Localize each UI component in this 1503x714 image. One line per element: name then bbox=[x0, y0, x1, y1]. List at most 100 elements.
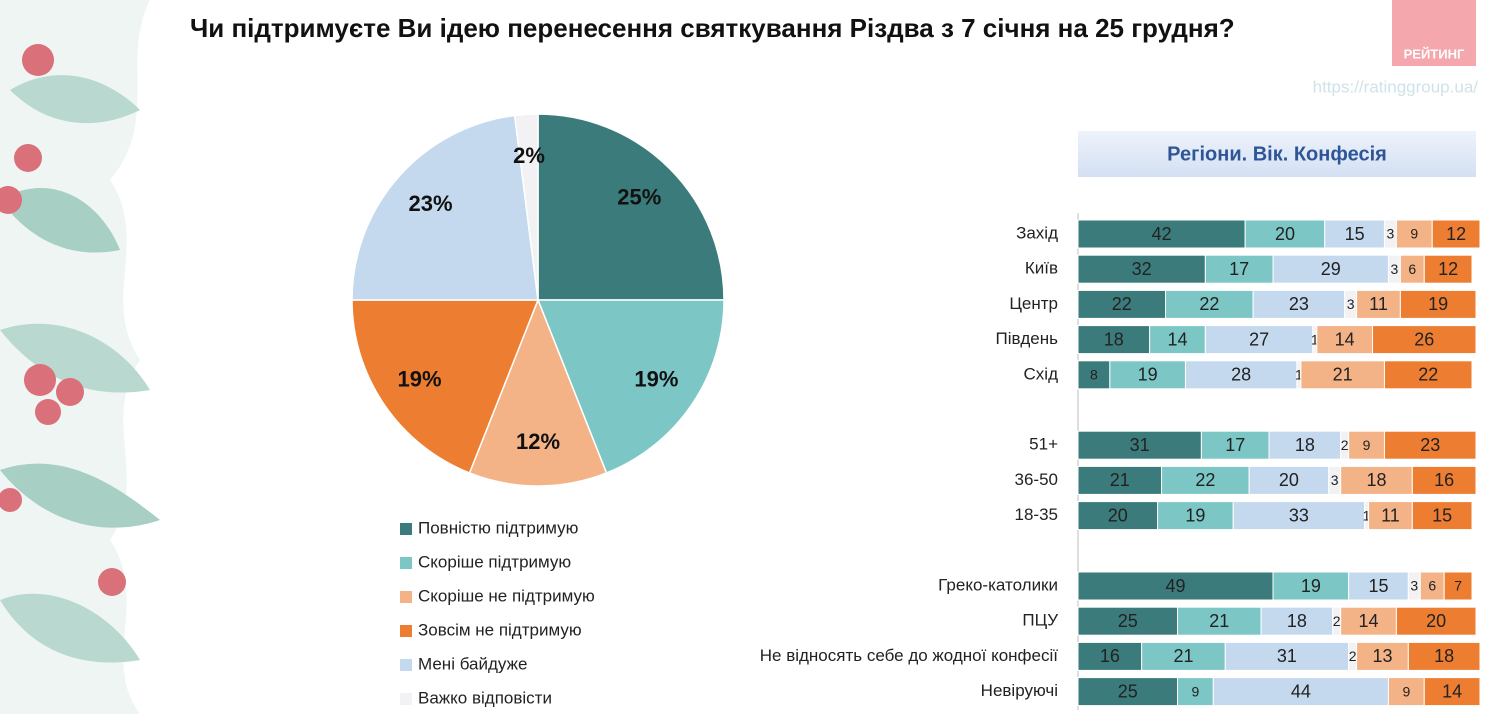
y-tick-label: Захід bbox=[1016, 223, 1058, 242]
data-label: 29 bbox=[1321, 259, 1341, 279]
bar-segment bbox=[1340, 465, 1413, 495]
data-label: 22 bbox=[1112, 294, 1132, 314]
berry bbox=[56, 378, 84, 406]
pie-slice bbox=[351, 299, 540, 474]
data-label: 23 bbox=[1420, 435, 1440, 455]
legend-swatch bbox=[400, 659, 412, 671]
bar-segment bbox=[1248, 465, 1330, 495]
data-label: 1 bbox=[1363, 507, 1371, 523]
bar-segment bbox=[1077, 465, 1163, 495]
leaf bbox=[0, 463, 160, 528]
data-label: 1 bbox=[1295, 367, 1303, 383]
legend-swatch bbox=[400, 523, 412, 535]
bar-segment bbox=[1324, 219, 1385, 249]
bar-segment bbox=[1177, 606, 1262, 636]
bar-segment bbox=[1399, 289, 1477, 319]
y-tick-label: Невіруючі bbox=[981, 681, 1058, 700]
data-label: 6 bbox=[1428, 578, 1436, 594]
data-label: 25 bbox=[1118, 611, 1138, 631]
data-label: 26 bbox=[1414, 329, 1434, 349]
berry bbox=[24, 364, 56, 396]
data-label: 17 bbox=[1225, 435, 1245, 455]
y-tick-label: Греко-католики bbox=[938, 575, 1058, 594]
data-label: 19 bbox=[1138, 365, 1158, 385]
data-label: 9 bbox=[1410, 226, 1418, 242]
data-label: 21 bbox=[1333, 365, 1353, 385]
data-label: 31 bbox=[1130, 435, 1150, 455]
bar-segment bbox=[1260, 606, 1334, 636]
bar-segment bbox=[1224, 641, 1350, 671]
bar-segment bbox=[1109, 360, 1186, 390]
legend-label: Скоріше не підтримую bbox=[418, 586, 595, 605]
data-label: 20 bbox=[1426, 611, 1446, 631]
data-label: 1 bbox=[1311, 331, 1319, 347]
data-label: 42 bbox=[1152, 224, 1172, 244]
bar-segment bbox=[1077, 360, 1111, 390]
data-label: 20 bbox=[1108, 505, 1128, 525]
data-label: 6 bbox=[1408, 261, 1416, 277]
leaf bbox=[0, 323, 150, 393]
bar-segment bbox=[1383, 360, 1473, 390]
legend-label: Повністю підтримую bbox=[418, 518, 579, 537]
pie-slice bbox=[351, 114, 539, 301]
url: https://ratinggroup.ua/ bbox=[1313, 77, 1479, 96]
bar-segment bbox=[1077, 219, 1246, 249]
data-label: 20 bbox=[1275, 224, 1295, 244]
bar-segment bbox=[1411, 465, 1477, 495]
data-label: 21 bbox=[1173, 646, 1193, 666]
data-label: 15 bbox=[1432, 505, 1452, 525]
data-label: 12% bbox=[516, 429, 560, 454]
y-tick-label: 51+ bbox=[1029, 435, 1058, 454]
data-label: 16 bbox=[1100, 646, 1120, 666]
y-tick-label: ПЦУ bbox=[1022, 611, 1058, 630]
section-title: Регіони. Вік. Конфесія bbox=[1167, 143, 1387, 165]
data-label: 2 bbox=[1349, 648, 1357, 664]
data-label: 3 bbox=[1347, 296, 1355, 312]
legend-swatch bbox=[400, 693, 412, 705]
data-label: 7 bbox=[1454, 578, 1462, 594]
data-label: 2% bbox=[513, 143, 545, 168]
pie-slice bbox=[536, 299, 725, 474]
legend-label: Мені байдуже bbox=[418, 654, 527, 673]
data-label: 2 bbox=[1341, 437, 1349, 453]
data-label: 14 bbox=[1167, 329, 1187, 349]
bar-segment bbox=[1372, 325, 1477, 355]
berry bbox=[22, 44, 54, 76]
legend-swatch bbox=[400, 557, 412, 569]
berry bbox=[0, 186, 22, 214]
data-label: 22 bbox=[1199, 294, 1219, 314]
data-label: 19% bbox=[398, 366, 442, 391]
bar-segment bbox=[1204, 325, 1314, 355]
bar-segment bbox=[1077, 641, 1143, 671]
data-label: 33 bbox=[1289, 505, 1309, 525]
pie-slice bbox=[537, 113, 725, 301]
data-label: 23% bbox=[409, 191, 453, 216]
bar-segment bbox=[1077, 501, 1159, 531]
legend-label: Скоріше підтримую bbox=[418, 552, 571, 571]
data-label: 13 bbox=[1372, 646, 1392, 666]
data-label: 12 bbox=[1438, 259, 1458, 279]
y-tick-label: 18-35 bbox=[1015, 505, 1058, 524]
logo-text: РЕЙТИНГ bbox=[1404, 46, 1465, 61]
holly-decoration bbox=[0, 0, 160, 714]
data-label: 2 bbox=[1333, 613, 1341, 629]
bar-segment bbox=[1149, 325, 1206, 355]
data-label: 44 bbox=[1291, 681, 1311, 701]
data-label: 28 bbox=[1231, 365, 1251, 385]
data-label: 14 bbox=[1335, 329, 1355, 349]
data-label: 19 bbox=[1301, 576, 1321, 596]
bar-segment bbox=[1407, 641, 1481, 671]
y-tick-label: Київ bbox=[1025, 259, 1058, 278]
data-label: 3 bbox=[1391, 261, 1399, 277]
data-label: 14 bbox=[1442, 681, 1462, 701]
data-label: 25% bbox=[617, 185, 661, 210]
legend-swatch bbox=[400, 625, 412, 637]
data-label: 19% bbox=[634, 366, 678, 391]
leaf bbox=[10, 75, 140, 124]
bar-segment bbox=[1077, 325, 1151, 355]
data-label: 23 bbox=[1289, 294, 1309, 314]
section-header bbox=[1078, 131, 1476, 177]
bar-segment bbox=[1157, 501, 1234, 531]
bar-segment bbox=[1204, 254, 1274, 284]
